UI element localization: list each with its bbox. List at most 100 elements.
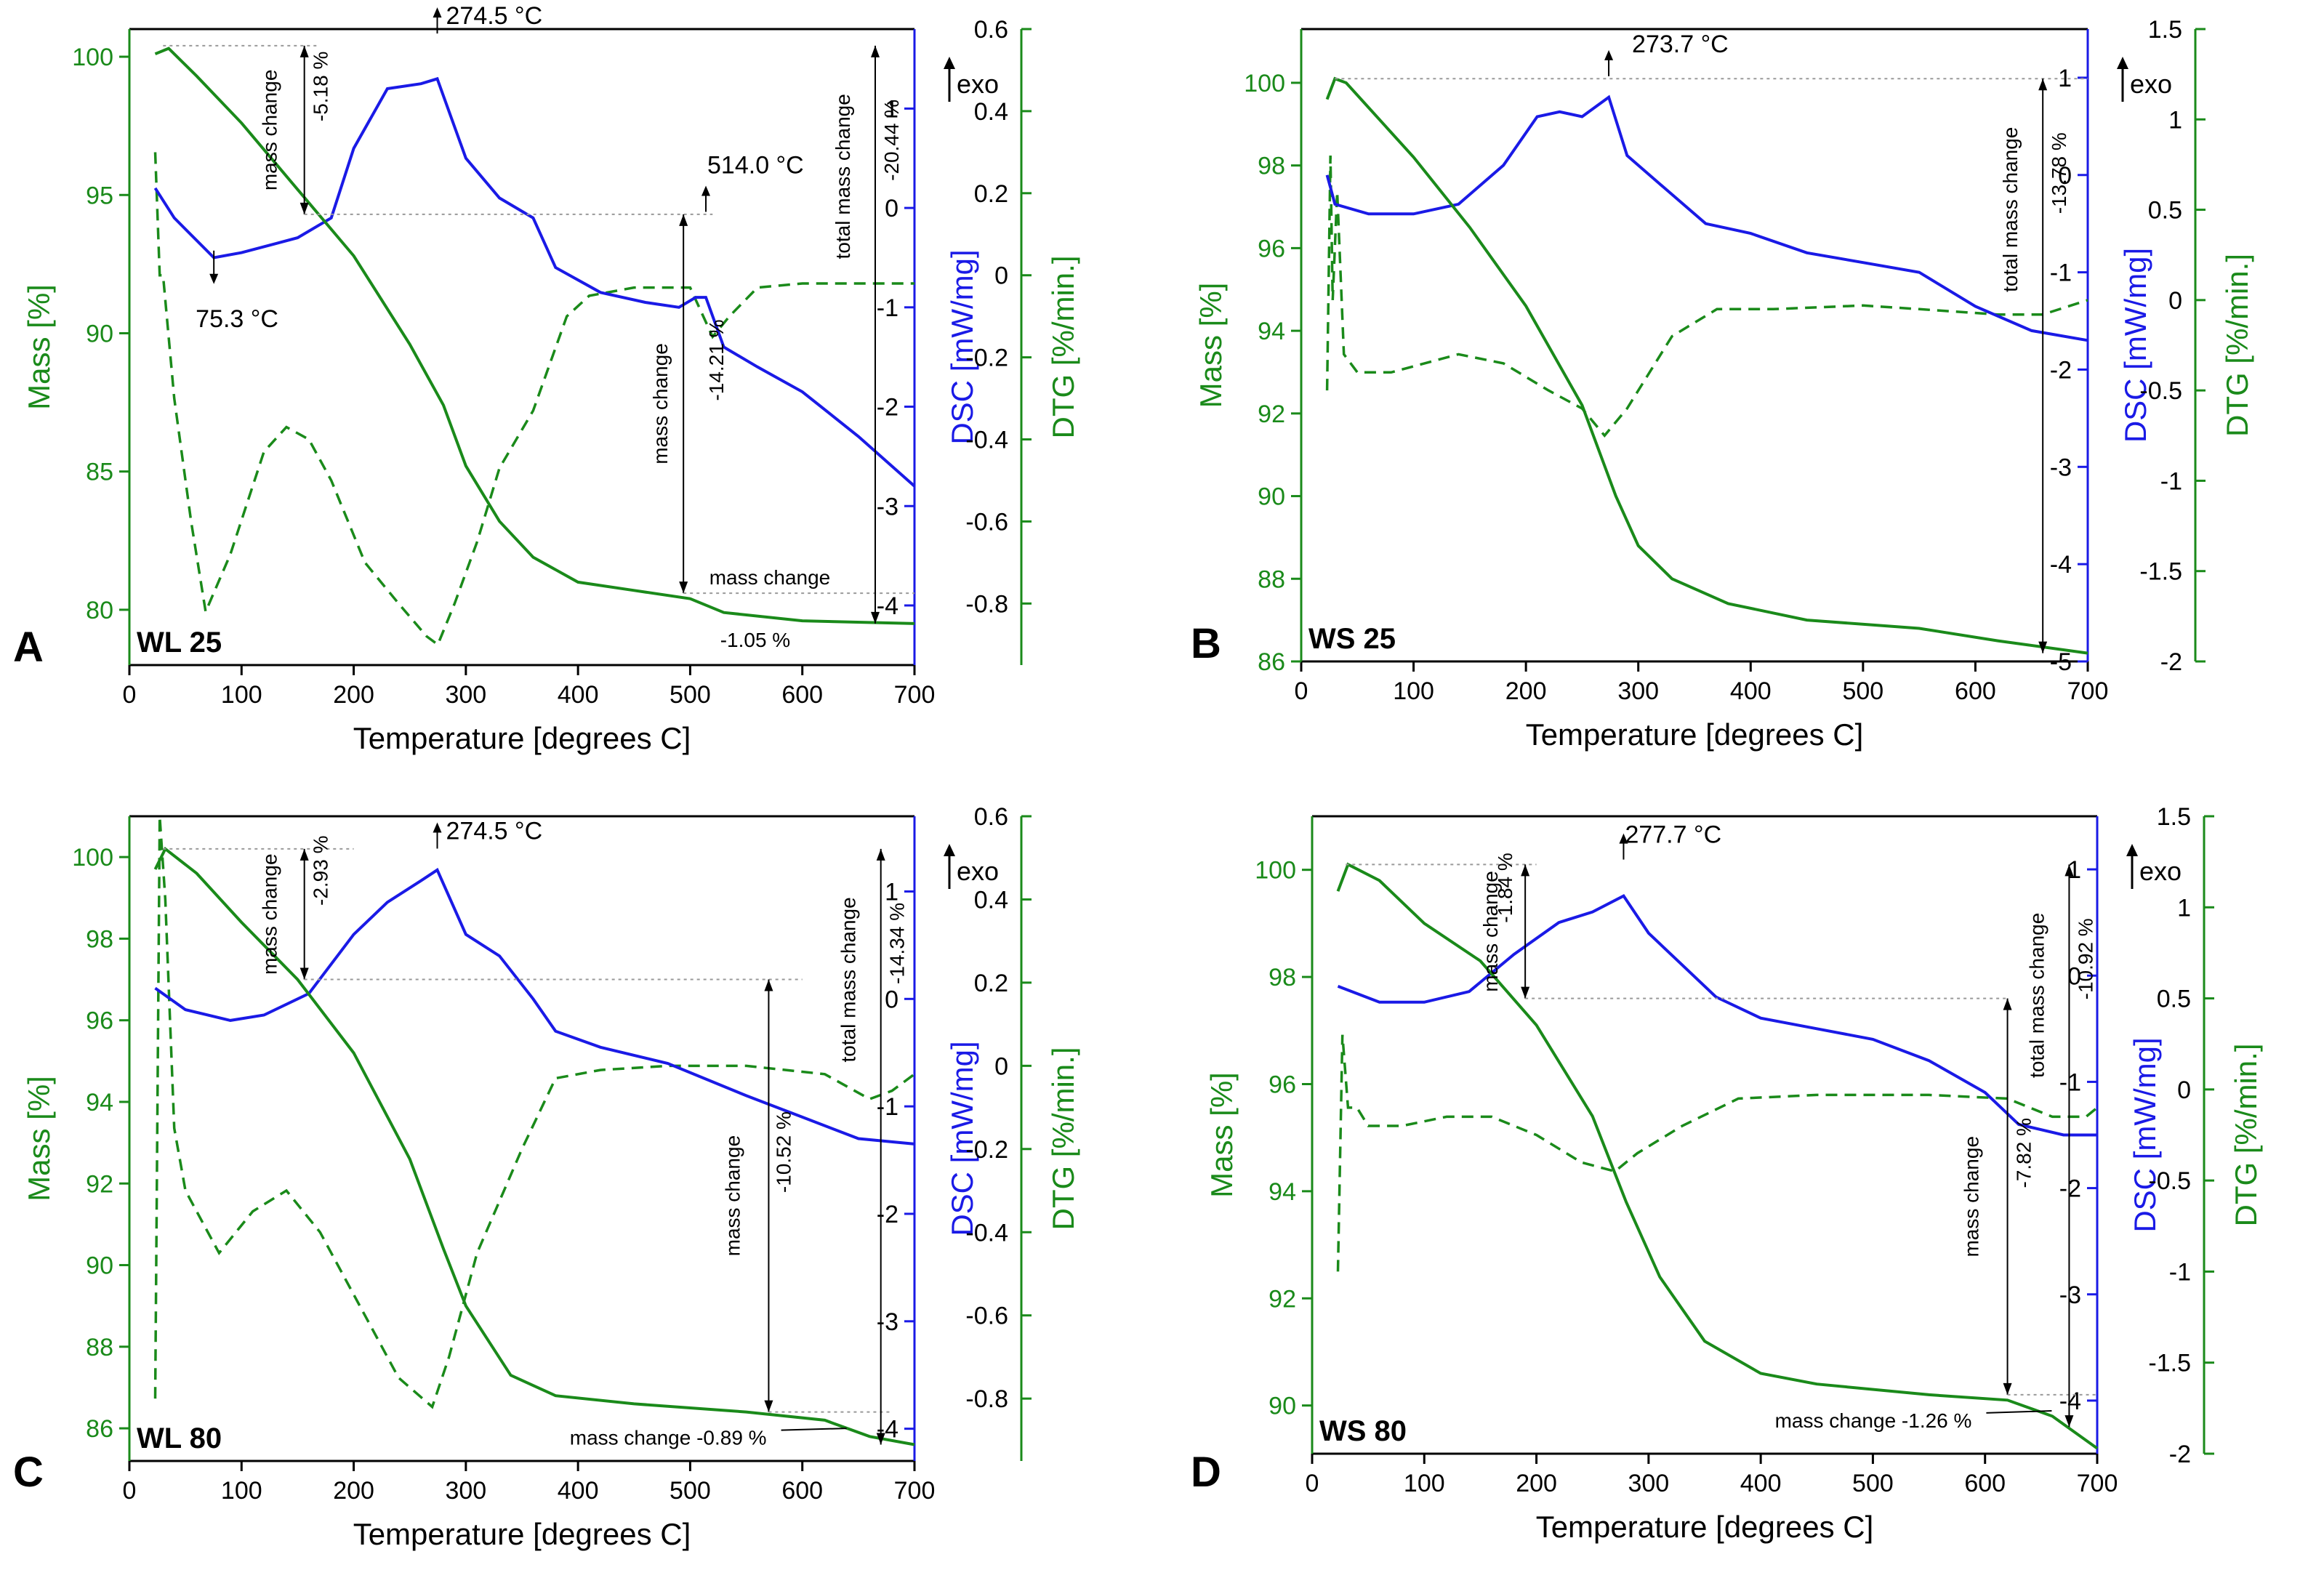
mass-tick-label: 95 bbox=[86, 182, 113, 209]
panel-letter: C bbox=[13, 1449, 44, 1496]
x-tick-label: 0 bbox=[123, 1477, 137, 1505]
x-tick-label: 600 bbox=[1955, 677, 1996, 705]
mass-change-label: mass change bbox=[709, 566, 831, 589]
dtg-tick-label: 0.4 bbox=[974, 886, 1008, 914]
mass-tick-label: 80 bbox=[86, 597, 113, 624]
dtg-tick-label: -0.5 bbox=[2148, 1167, 2191, 1195]
peak-arrow-head bbox=[433, 822, 442, 833]
x-tick-label: 500 bbox=[1852, 1470, 1894, 1497]
mass-change-arrow-head-down bbox=[299, 967, 309, 980]
mass-tick-label: 90 bbox=[86, 320, 113, 347]
x-tick-label: 600 bbox=[781, 681, 823, 709]
exo-label: exo bbox=[2130, 69, 2172, 99]
dsc-tick-label: -3 bbox=[877, 1308, 898, 1336]
dsc-tick-label: -5 bbox=[2050, 648, 2072, 676]
dtg-curve bbox=[1325, 155, 2088, 438]
mass-change-label: mass change bbox=[1479, 871, 1502, 992]
dtg-tick-label: -1 bbox=[2160, 467, 2182, 495]
dsc-tick-label: 0 bbox=[885, 986, 898, 1013]
dsc-tick-label: 1 bbox=[885, 878, 898, 906]
dtg-axis-title: DTG [%/min.] bbox=[1046, 1047, 1080, 1230]
mass-tick-label: 94 bbox=[1268, 1178, 1296, 1206]
dsc-tick-label: -3 bbox=[877, 493, 898, 520]
dtg-tick-label: -0.6 bbox=[965, 1303, 1008, 1330]
mass-change-value: -1.05 % bbox=[720, 629, 791, 651]
mass-curve bbox=[154, 47, 915, 625]
x-tick-label: 100 bbox=[1393, 677, 1434, 705]
x-tick-label: 100 bbox=[1404, 1470, 1445, 1497]
mass-change-leader bbox=[1986, 1410, 2052, 1414]
total-mass-change-label: total mass change bbox=[2025, 913, 2048, 1078]
mass-axis-title: Mass [%] bbox=[1194, 283, 1228, 408]
dtg-tick-label: -1 bbox=[2169, 1258, 2191, 1286]
dsc-tick-label: -1 bbox=[2059, 1068, 2081, 1096]
dtg-tick-label: 1.5 bbox=[2148, 16, 2182, 44]
dtg-tick-label: -2 bbox=[2160, 648, 2182, 676]
x-tick-label: 200 bbox=[333, 1477, 374, 1505]
mass-curve bbox=[153, 846, 915, 1446]
dtg-axis-title: DTG [%/min.] bbox=[2220, 254, 2254, 437]
mass-change-arrow-head-up bbox=[679, 214, 688, 226]
x-tick-label: 200 bbox=[1516, 1470, 1557, 1497]
mass-tick-label: 94 bbox=[86, 1089, 113, 1116]
x-tick-label: 200 bbox=[1505, 677, 1547, 705]
mass-tick-label: 100 bbox=[72, 44, 113, 71]
sample-label: WL 80 bbox=[137, 1422, 222, 1454]
mass-axis-title: Mass [%] bbox=[22, 284, 56, 410]
dtg-tick-label: 0 bbox=[2168, 287, 2182, 315]
mass-change-arrow-head-up bbox=[2003, 998, 2012, 1010]
peak-label: 274.5 °C bbox=[446, 2, 543, 30]
mass-axis-title: Mass [%] bbox=[22, 1076, 56, 1201]
dtg-tick-label: 0.6 bbox=[974, 16, 1008, 44]
peak-label: 514.0 °C bbox=[707, 151, 804, 179]
dtg-tick-label: 0.5 bbox=[2157, 986, 2191, 1013]
exo-arrow-head bbox=[944, 844, 955, 856]
dtg-tick-label: 0 bbox=[994, 1052, 1008, 1080]
dsc-curve bbox=[154, 867, 915, 1146]
dsc-curve bbox=[1325, 94, 2088, 342]
exo-label: exo bbox=[2139, 856, 2182, 886]
dsc-curve bbox=[1337, 894, 2097, 1137]
x-axis-title: Temperature [degrees C] bbox=[1536, 1510, 1874, 1544]
mass-tick-label: 86 bbox=[1258, 648, 1285, 676]
mass-change-label: mass change -0.89 % bbox=[570, 1427, 767, 1449]
dsc-tick-label: 1 bbox=[885, 95, 898, 123]
x-tick-label: 100 bbox=[221, 681, 262, 709]
x-tick-label: 700 bbox=[2067, 677, 2109, 705]
dtg-axis-title: DTG [%/min.] bbox=[1046, 255, 1080, 438]
dsc-axis-title: DSC [mW/mg] bbox=[945, 249, 979, 444]
dtg-axis-title: DTG [%/min.] bbox=[2229, 1043, 2263, 1226]
total-mass-change-arrow-head-down bbox=[876, 1433, 885, 1445]
peak-label: 277.7 °C bbox=[1625, 821, 1721, 849]
dsc-tick-label: 1 bbox=[2067, 856, 2081, 884]
mass-tick-label: 92 bbox=[1258, 400, 1285, 428]
mass-curve bbox=[1325, 76, 2088, 655]
exo-arrow-head bbox=[944, 57, 955, 69]
x-axis-title: Temperature [degrees C] bbox=[353, 1517, 691, 1551]
mass-tick-label: 85 bbox=[86, 459, 113, 486]
x-tick-label: 0 bbox=[1295, 677, 1308, 705]
x-tick-label: 600 bbox=[1964, 1470, 2006, 1497]
mass-tick-label: 96 bbox=[1258, 235, 1285, 262]
peak-label: 273.7 °C bbox=[1632, 31, 1729, 58]
dsc-tick-label: -2 bbox=[877, 1201, 898, 1228]
dtg-tick-label: 0 bbox=[994, 262, 1008, 290]
x-tick-label: 300 bbox=[445, 681, 486, 709]
x-tick-label: 0 bbox=[1306, 1470, 1319, 1497]
mass-change-arrow-head-down bbox=[1521, 986, 1530, 999]
total-mass-change-arrow-head-up bbox=[876, 848, 885, 861]
mass-change-arrow-head-down bbox=[2003, 1382, 2012, 1395]
exo-arrow-head bbox=[2126, 844, 2138, 856]
total-mass-change-label: total mass change bbox=[1999, 127, 2022, 292]
total-mass-change-arrow-head-up bbox=[2038, 78, 2048, 91]
dsc-tick-label: -2 bbox=[2059, 1175, 2081, 1203]
mass-tick-label: 92 bbox=[1268, 1285, 1296, 1313]
x-tick-label: 400 bbox=[558, 1477, 599, 1505]
dtg-tick-label: 0.6 bbox=[974, 803, 1008, 831]
total-mass-change-arrow-head-down bbox=[2064, 1415, 2074, 1428]
dtg-tick-label: -2 bbox=[2169, 1441, 2191, 1468]
dtg-tick-label: 0 bbox=[2177, 1076, 2191, 1104]
